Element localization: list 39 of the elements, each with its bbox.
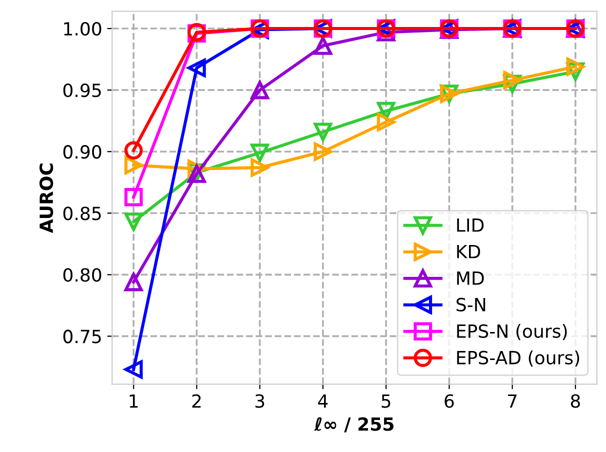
point [124, 212, 143, 231]
point [250, 158, 269, 177]
point [124, 272, 143, 292]
point [124, 188, 143, 206]
y-tick-label: 0.85 [63, 206, 101, 220]
point [376, 112, 396, 132]
point [124, 141, 143, 160]
legend-label: MD [457, 272, 484, 285]
x-axis-title: ℓ∞ / 255 [314, 417, 394, 432]
x-tick-label: 8 [570, 394, 580, 408]
point [188, 58, 206, 78]
x-tick-label: 2 [192, 394, 201, 408]
legend-label: S-N [456, 298, 486, 312]
legend-label: EPS-N (ours) [457, 324, 567, 340]
y-axis-title: AUROC [39, 164, 54, 233]
point [250, 80, 269, 100]
point [124, 360, 143, 379]
point [503, 71, 522, 90]
point [314, 142, 332, 161]
x-tick-label: 5 [382, 394, 390, 408]
x-tick-label: 6 [444, 394, 454, 408]
x-tick-label: 7 [508, 394, 517, 408]
point [566, 58, 585, 76]
x-tick-label: 3 [255, 394, 264, 408]
y-tick-label: 1.00 [64, 22, 102, 36]
point [314, 36, 332, 55]
y-tick-label: 0.90 [63, 145, 102, 159]
y-tick-label: 0.75 [63, 330, 101, 344]
legend-label: LID [457, 218, 484, 232]
y-tick-label: 0.80 [63, 268, 102, 282]
point [376, 102, 396, 120]
point [124, 156, 143, 174]
legend-label: KD [457, 245, 480, 258]
y-tick-label: 0.95 [63, 84, 101, 98]
legend-label: EPS-AD (ours) [457, 350, 580, 367]
point [250, 144, 269, 162]
x-tick-label: 4 [318, 394, 328, 408]
x-tick-label: 1 [130, 394, 138, 408]
point [314, 122, 332, 142]
